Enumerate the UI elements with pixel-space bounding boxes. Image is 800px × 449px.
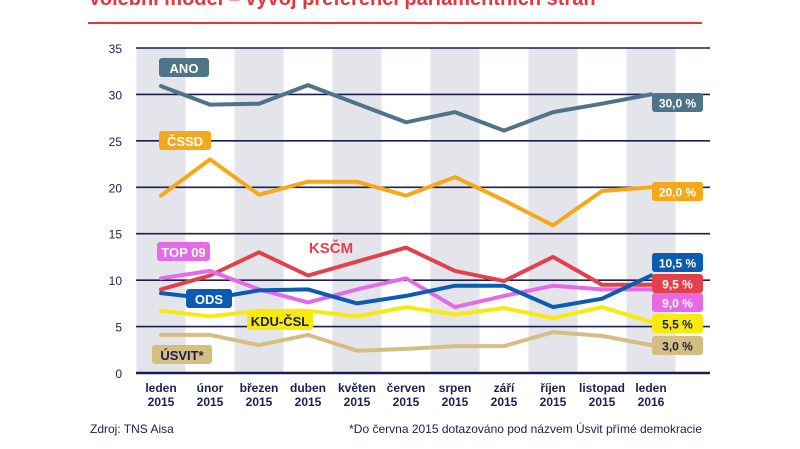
- series-label-ks-m: KSČM: [309, 239, 353, 257]
- series-line-top-09: [159, 268, 653, 310]
- series-tag--ssd: [159, 131, 211, 150]
- y-tick-label: 10: [109, 274, 123, 288]
- series-label--svit-: ÚSVIT*: [160, 348, 204, 363]
- end-label-kdu-sl: 5,5 %: [662, 318, 693, 332]
- end-label-box-ano: [652, 93, 703, 112]
- source-note: Zdroj: TNS Aisa: [90, 422, 174, 436]
- series-line-ks-m: [159, 245, 653, 292]
- y-tick-label: 35: [109, 42, 123, 56]
- series-lines: [159, 83, 653, 353]
- series-line-kdu-sl: [159, 305, 653, 324]
- series-line-ods: [159, 273, 653, 310]
- series-tag-top-09: [157, 242, 210, 261]
- band-6: [430, 48, 480, 373]
- x-tick-label: březen 2015: [240, 381, 279, 409]
- series-label--ssd: ČSSD: [167, 134, 203, 149]
- end-label-top-09: 9,0 %: [662, 297, 693, 311]
- y-tick-label: 15: [109, 228, 123, 242]
- x-tick-label: květen 2015: [338, 381, 376, 409]
- footnote: *Do června 2015 dotazováno pod názvem Ús…: [349, 422, 702, 436]
- x-tick-label: únor 2015: [197, 381, 224, 409]
- x-tick-label: listopad 2015: [579, 381, 625, 409]
- band-8: [528, 48, 578, 373]
- series-line--svit-: [159, 330, 653, 353]
- y-tick-label: 25: [109, 135, 123, 149]
- end-label-box--svit-: [652, 336, 703, 355]
- y-tick-label: 5: [115, 321, 122, 335]
- series-tag-ano: [159, 58, 209, 77]
- series-tag--svit-: [152, 345, 212, 364]
- x-tick-label: říjen 2015: [540, 381, 567, 409]
- end-label-ods: 10,5 %: [659, 257, 697, 271]
- end-label-ano: 30,0 %: [659, 97, 697, 111]
- x-tick-label: duben 2015: [290, 381, 326, 409]
- end-value-labels: 30,0 % 20,0 % 9,5 % 9,0 % 10,5 % 5,5 % 3,0 %: [652, 93, 703, 355]
- gridlines: [136, 47, 710, 375]
- series-tag-ods: [186, 289, 232, 308]
- page-title: Volební model – vývoj preferencí parlame…: [88, 0, 596, 11]
- band-0: [136, 48, 186, 373]
- y-tick-label: 30: [109, 88, 123, 102]
- x-tick-label: leden 2015: [145, 381, 176, 409]
- series-tag-kdu-sl: [247, 311, 313, 330]
- series-line-ano: [159, 83, 653, 133]
- x-axis: leden 2015 únor 2015 březen 2015 duben 2015 květ…: [145, 381, 666, 409]
- end-label-box--ssd: [652, 182, 703, 201]
- end-label--svit-: 3,0 %: [662, 340, 693, 354]
- x-tick-label: září 2015: [491, 381, 518, 409]
- series-label-ods: ODS: [195, 292, 224, 307]
- y-tick-label: 20: [109, 181, 123, 195]
- end-label-box-top-09: [652, 293, 703, 312]
- end-label--ssd: 20,0 %: [659, 186, 697, 200]
- end-label-box-kdu-sl: [652, 314, 703, 333]
- x-tick-label: leden 2016: [635, 381, 666, 409]
- end-label-box-ks-m: [652, 274, 703, 293]
- x-tick-label: srpen 2015: [439, 381, 472, 409]
- series-label-kdu-sl: KDU-ČSL: [251, 314, 310, 329]
- title-rule: [88, 22, 702, 24]
- end-label-ks-m: 9,5 %: [662, 278, 693, 292]
- y-axis: 0 5 10 15 20 25 30 35: [109, 42, 123, 381]
- month-bands: [136, 48, 676, 373]
- x-tick-label: červen 2015: [387, 381, 426, 409]
- end-label-box-ods: [652, 253, 703, 272]
- series-label-ano: ANO: [170, 61, 199, 76]
- series-label-top-09: TOP 09: [161, 245, 205, 260]
- series-line--ssd: [159, 157, 653, 228]
- series-labels: ANO ČSSD KSČM TOP 09 ODS KDU-ČSL ÚSVIT*: [152, 58, 353, 364]
- y-tick-label: 0: [115, 367, 122, 381]
